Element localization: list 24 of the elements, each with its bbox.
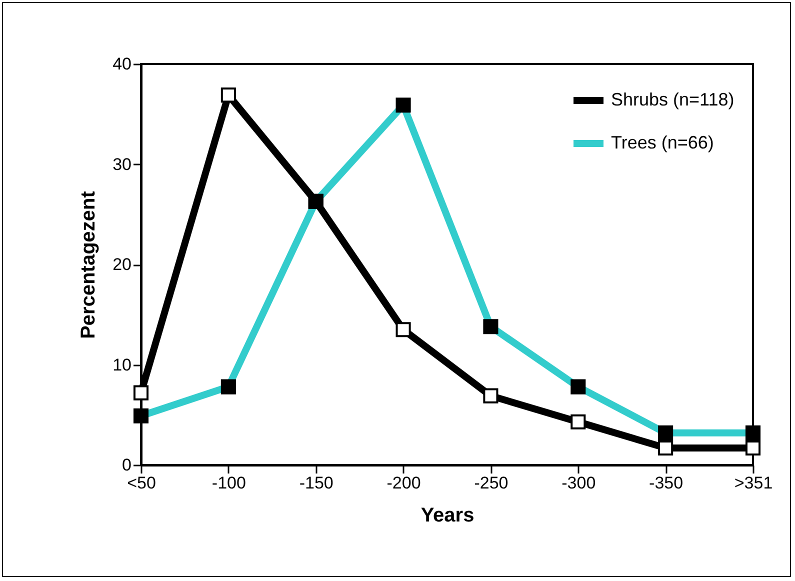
point <box>133 385 149 400</box>
x-tick-label: -200 <box>386 474 421 492</box>
point <box>220 88 236 103</box>
point <box>658 440 674 456</box>
x-axis-title: Years <box>420 504 474 526</box>
legend-label: Shrubs (n=118) <box>611 90 734 110</box>
y-tick-label: 0 <box>122 456 132 474</box>
legend-label: Trees (n=66) <box>611 132 714 152</box>
y-axis-title: Percentagezent <box>78 190 100 339</box>
x-tick-label: >351 <box>734 474 773 492</box>
point <box>396 322 411 338</box>
point <box>570 414 586 430</box>
point <box>483 388 498 404</box>
x-tick-label: -300 <box>562 474 596 492</box>
point <box>745 440 761 456</box>
y-tick-label: 40 <box>112 54 132 74</box>
x-tick-label: <50 <box>127 474 156 492</box>
x-tick-label: -150 <box>299 474 334 492</box>
y-tick-label: 30 <box>112 154 132 174</box>
y-tick-label: 20 <box>112 255 132 274</box>
x-tick-label: -350 <box>649 474 684 492</box>
x-tick-label: -250 <box>474 474 508 492</box>
x-tick-label: -100 <box>212 474 246 492</box>
y-tick-label: 10 <box>112 355 132 374</box>
